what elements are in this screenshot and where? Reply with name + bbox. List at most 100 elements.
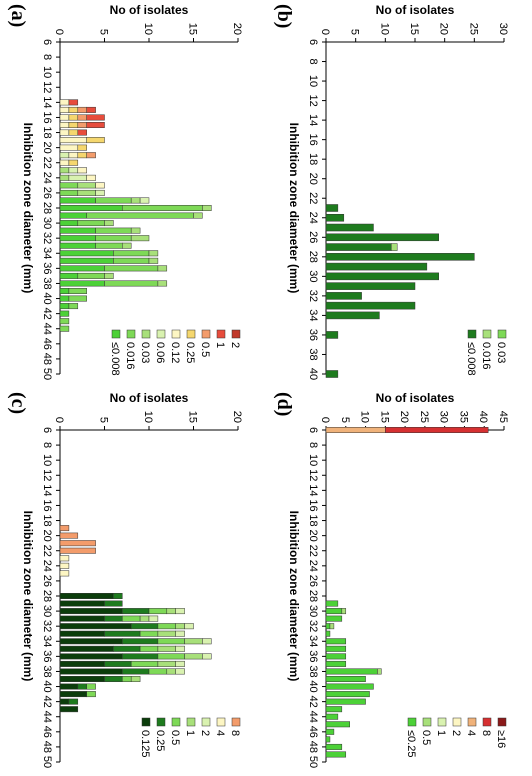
bar-segment: [325, 301, 416, 310]
bar-segment: [59, 114, 70, 121]
bar-segment: [184, 638, 203, 645]
bar-segment: [157, 653, 185, 660]
bar-segment: [59, 272, 79, 279]
bar-segment: [130, 235, 150, 242]
legend-label: 2: [450, 730, 462, 736]
x-tick-label: 14: [41, 484, 53, 496]
x-tick-label: 10: [41, 454, 53, 466]
bar-segment: [166, 608, 176, 615]
x-tick-label: 48: [307, 741, 319, 753]
bar-segment: [77, 220, 105, 227]
bar-segment: [325, 292, 362, 300]
x-tick-label: 20: [307, 173, 319, 185]
x-tick-label: 18: [41, 514, 53, 526]
bar-segment: [325, 706, 343, 713]
x-tick-label: 38: [41, 665, 53, 677]
bar-segment: [104, 280, 159, 287]
bar-segment: [104, 660, 132, 667]
x-tick-label: 40: [41, 680, 53, 692]
x-tick-label: 14: [307, 114, 319, 126]
y-tick-label: 5: [98, 417, 110, 423]
bar-segment: [59, 318, 70, 325]
bar-segment: [68, 288, 87, 294]
bar-segment: [68, 303, 79, 310]
x-tick-label: 12: [41, 81, 53, 93]
legend-label: ≤0.008: [109, 342, 121, 376]
bar-segment: [175, 668, 185, 675]
bar-segment: [166, 668, 176, 675]
bar-segment: [325, 683, 374, 690]
bar-segment: [325, 243, 392, 251]
bar-segment: [59, 691, 87, 698]
bar-segment: [59, 174, 70, 181]
bar-segment: [385, 427, 489, 433]
x-tick-label: 28: [41, 202, 53, 214]
y-tick-label: 45: [497, 411, 509, 423]
bar-segment: [113, 257, 150, 264]
x-tick-label: 40: [307, 680, 319, 692]
bar-segment: [59, 257, 114, 264]
bar-segment: [68, 129, 79, 136]
y-tick-label: 15: [187, 411, 199, 423]
x-tick-label: 44: [41, 711, 53, 723]
x-tick-label: 42: [41, 696, 53, 708]
legend-label: 0.5: [420, 730, 432, 745]
bar-segment: [86, 174, 96, 181]
y-tick-label: 25: [418, 411, 430, 423]
bar-segment: [68, 295, 87, 302]
bar-segment: [59, 280, 105, 287]
bar-segment: [157, 265, 168, 272]
x-tick-label: 16: [307, 499, 319, 511]
y-tick-label: 30: [497, 23, 509, 35]
bar-segment: [68, 122, 79, 128]
bar-segment: [391, 243, 398, 251]
x-tick-label: 22: [307, 192, 319, 204]
legend-swatch: [201, 717, 211, 727]
bar-segment: [104, 600, 123, 607]
legend-label: 0.12: [169, 342, 181, 363]
bar-segment: [148, 257, 159, 264]
bar-segment: [95, 197, 132, 204]
bar-segment: [59, 265, 105, 272]
bar-segment: [329, 623, 335, 630]
bar-segment: [325, 691, 370, 698]
x-tick-label: 34: [41, 247, 53, 259]
x-tick-label: 28: [41, 590, 53, 602]
bar-segment: [325, 638, 347, 645]
bar-segment: [68, 174, 87, 181]
bar-segment: [325, 370, 339, 378]
x-tick-label: 22: [41, 545, 53, 557]
x-tick-label: 38: [307, 665, 319, 677]
legend-swatch: [216, 329, 226, 339]
bar-segment: [325, 213, 345, 222]
bar-segment: [325, 751, 347, 758]
bar-segment: [95, 242, 123, 249]
x-tick-label: 10: [41, 66, 53, 78]
bar-segment: [59, 608, 123, 615]
legend-swatch: [156, 329, 166, 339]
y-tick-label: 10: [378, 23, 390, 35]
x-tick-label: 38: [41, 277, 53, 289]
bar-segment: [59, 99, 70, 106]
bar-segment: [325, 311, 380, 320]
x-tick-label: 36: [307, 329, 319, 341]
x-tick-label: 16: [41, 111, 53, 123]
legend-label: 0.125: [139, 730, 151, 758]
bar-segment: [325, 233, 439, 242]
x-tick-label: 28: [307, 590, 319, 602]
x-tick-label: 6: [307, 39, 319, 45]
bar-segment: [59, 250, 114, 257]
bar-segment: [325, 736, 331, 743]
bar-segment: [325, 223, 374, 232]
legend-swatch: [497, 717, 507, 727]
bar-segment: [68, 106, 79, 113]
legend-swatch: [231, 329, 241, 339]
x-tick-label: 10: [307, 454, 319, 466]
x-tick-label: 48: [41, 353, 53, 365]
legend-label: 0.016: [124, 342, 136, 370]
bar-segment: [377, 668, 382, 675]
bar-segment: [184, 653, 203, 660]
y-tick-label: 0: [53, 417, 65, 423]
bar-segment: [104, 676, 123, 682]
bar-segment: [139, 630, 159, 637]
